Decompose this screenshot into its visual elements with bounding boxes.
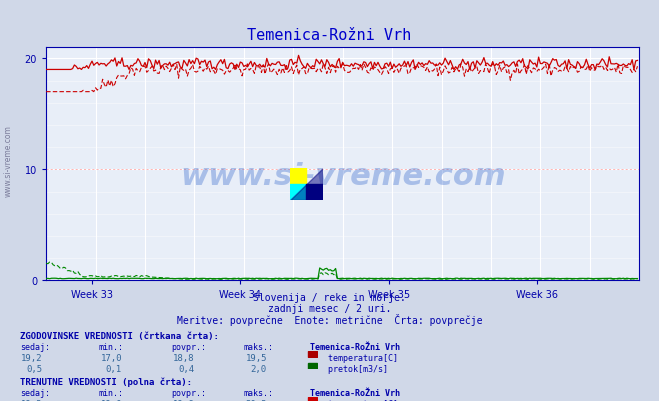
Bar bbox=[290, 184, 306, 200]
Bar bbox=[308, 397, 317, 401]
Text: 19,0: 19,0 bbox=[100, 399, 122, 401]
Bar bbox=[308, 352, 317, 357]
Text: ZGODOVINSKE VREDNOSTI (črtkana črta):: ZGODOVINSKE VREDNOSTI (črtkana črta): bbox=[20, 331, 219, 340]
Text: min.:: min.: bbox=[99, 342, 124, 351]
Text: TRENUTNE VREDNOSTI (polna črta):: TRENUTNE VREDNOSTI (polna črta): bbox=[20, 377, 192, 386]
Text: Meritve: povprečne  Enote: metrične  Črta: povprečje: Meritve: povprečne Enote: metrične Črta:… bbox=[177, 313, 482, 325]
Bar bbox=[290, 168, 306, 184]
Text: 19,6: 19,6 bbox=[173, 399, 194, 401]
Text: min.:: min.: bbox=[99, 388, 124, 397]
Text: 0,4: 0,4 bbox=[179, 365, 194, 373]
Text: pretok[m3/s]: pretok[m3/s] bbox=[323, 365, 388, 373]
Text: 0,5: 0,5 bbox=[27, 365, 43, 373]
Polygon shape bbox=[290, 168, 323, 200]
Bar bbox=[306, 184, 323, 200]
Text: 0,1: 0,1 bbox=[106, 365, 122, 373]
Text: 20,3: 20,3 bbox=[245, 399, 267, 401]
Text: povpr.:: povpr.: bbox=[171, 342, 206, 351]
Text: Temenica-RoŽni Vrh: Temenica-RoŽni Vrh bbox=[310, 342, 400, 351]
Text: 18,8: 18,8 bbox=[173, 353, 194, 362]
Text: Temenica-Rožni Vrh: Temenica-Rožni Vrh bbox=[247, 28, 412, 43]
Text: zadnji mesec / 2 uri.: zadnji mesec / 2 uri. bbox=[268, 303, 391, 313]
Text: www.si-vreme.com: www.si-vreme.com bbox=[180, 162, 505, 190]
Text: povpr.:: povpr.: bbox=[171, 388, 206, 397]
Bar bbox=[308, 363, 317, 369]
Text: www.si-vreme.com: www.si-vreme.com bbox=[3, 125, 13, 196]
Text: sedaj:: sedaj: bbox=[20, 388, 50, 397]
Text: temperatura[C]: temperatura[C] bbox=[323, 353, 398, 362]
Text: temperatura[C]: temperatura[C] bbox=[323, 399, 398, 401]
Text: Slovenija / reke in morje.: Slovenija / reke in morje. bbox=[253, 293, 406, 303]
Text: 19,2: 19,2 bbox=[21, 353, 43, 362]
Text: 19,5: 19,5 bbox=[245, 353, 267, 362]
Text: 19,3: 19,3 bbox=[21, 399, 43, 401]
Text: maks.:: maks.: bbox=[244, 342, 274, 351]
Text: Temenica-RoŽni Vrh: Temenica-RoŽni Vrh bbox=[310, 388, 400, 397]
Text: sedaj:: sedaj: bbox=[20, 342, 50, 351]
Text: 2,0: 2,0 bbox=[251, 365, 267, 373]
Text: 17,0: 17,0 bbox=[100, 353, 122, 362]
Text: maks.:: maks.: bbox=[244, 388, 274, 397]
